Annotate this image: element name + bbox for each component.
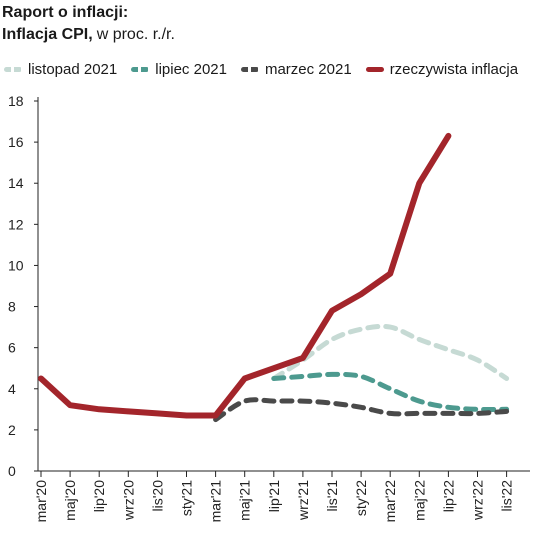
y-tick-label-0: 0 <box>8 463 16 479</box>
legend-item-marzec-2021: marzec 2021 <box>240 61 352 78</box>
x-tick-label-13: maj'22 <box>411 480 427 521</box>
series-line-listopad-2021 <box>271 323 510 381</box>
chart-header: Raport o inflacji: Inflacja CPI, w proc. … <box>2 2 175 46</box>
y-tick-label-12: 12 <box>8 216 24 232</box>
x-tick-label-2: lip'20 <box>91 480 107 512</box>
y-tick-label-8: 8 <box>8 299 16 315</box>
chart-subtitle-main: Inflacja CPI, <box>2 26 93 43</box>
series-line-rzeczywista-inflacja <box>38 132 452 419</box>
y-tick-label-16: 16 <box>8 134 24 150</box>
legend-label-rzeczywista-inflacja: rzeczywista inflacja <box>389 61 519 78</box>
legend-item-lipiec-2021: lipiec 2021 <box>131 61 227 78</box>
x-tick-label-6: mar'21 <box>208 480 224 523</box>
chart-legend: listopad 2021 lipiec 2021 marzec 2021 rz… <box>4 61 532 78</box>
x-tick-label-3: wrz'20 <box>120 480 136 521</box>
x-tick-label-15: wrz'22 <box>470 480 486 521</box>
x-tick-label-8: lip'21 <box>266 480 282 512</box>
x-tick-label-16: lis'22 <box>499 480 515 512</box>
x-tick-label-10: lis'21 <box>324 480 340 512</box>
legend-label-listopad-2021: listopad 2021 <box>28 61 118 78</box>
series-layer <box>38 132 510 423</box>
legend-swatch-rzeczywista-inflacja <box>365 67 384 72</box>
x-tick-label-7: maj'21 <box>237 480 253 521</box>
y-tick-label-6: 6 <box>8 340 16 356</box>
y-tick-label-10: 10 <box>8 257 24 273</box>
series-line-marzec-2021 <box>213 397 510 423</box>
x-tick-label-0: mar'20 <box>33 480 49 523</box>
chart-subtitle-unit: w proc. r./r. <box>96 26 175 43</box>
series-line-lipiec-2021 <box>271 371 510 412</box>
x-tick-label-4: lis'20 <box>149 480 165 512</box>
axes: 0 2 4 6 8 10 12 14 16 18 mar'20 maj'20 lip'20 wrz'20 l… <box>8 93 530 522</box>
legend-label-marzec-2021: marzec 2021 <box>264 61 352 78</box>
chart-subtitle: Inflacja CPI, w proc. r./r. <box>2 24 175 46</box>
x-tick-label-9: wrz'21 <box>295 480 311 521</box>
legend-item-listopad-2021: listopad 2021 <box>4 61 117 78</box>
x-tick-label-14: lip'22 <box>440 480 456 512</box>
x-tick-label-1: maj'20 <box>62 480 78 521</box>
y-tick-label-18: 18 <box>8 93 24 109</box>
legend-label-lipiec-2021: lipiec 2021 <box>155 61 227 78</box>
legend-swatch-lipiec-2021 <box>131 67 150 72</box>
x-tick-label-12: mar'22 <box>382 480 398 523</box>
y-tick-label-2: 2 <box>8 422 16 438</box>
x-tick-label-11: sty'22 <box>353 480 369 516</box>
chart-title: Raport o inflacji: <box>2 4 129 21</box>
y-tick-label-4: 4 <box>8 381 16 397</box>
legend-swatch-marzec-2021 <box>240 67 259 72</box>
y-tick-label-14: 14 <box>8 175 24 191</box>
legend-swatch-listopad-2021 <box>4 67 22 72</box>
legend-item-rzeczywista-inflacja: rzeczywista inflacja <box>365 61 519 78</box>
x-tick-label-5: sty'21 <box>179 480 195 516</box>
